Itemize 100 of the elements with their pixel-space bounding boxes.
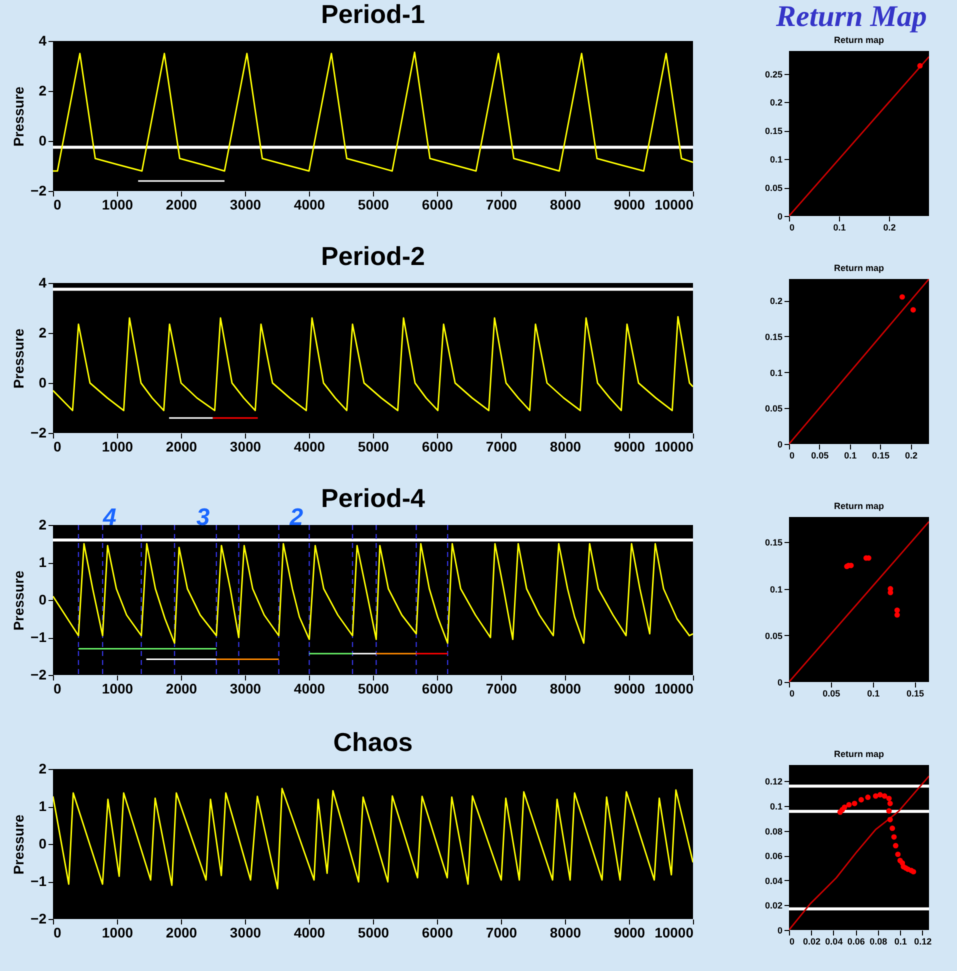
x-tick-label: 3000 xyxy=(230,680,262,696)
x-tick-label: 10000 xyxy=(654,924,694,940)
x-tick-label: 1000 xyxy=(102,680,134,696)
x-tick-label: 9000 xyxy=(614,924,646,940)
x-tick-label: 7000 xyxy=(486,924,518,940)
x-tick-label: 6000 xyxy=(422,196,454,212)
x-tick-label: 0 xyxy=(790,936,795,946)
x-tick-label: 7000 xyxy=(486,438,518,454)
x-tick-label: 10000 xyxy=(654,438,694,454)
point xyxy=(882,793,888,799)
x-tick-label: 5000 xyxy=(358,438,390,454)
chart-title: Period-1 xyxy=(320,0,426,29)
y-tick-label: 0.02 xyxy=(764,900,782,911)
y-tick-label: 0.06 xyxy=(764,851,782,862)
y-tick-label: 2 xyxy=(38,516,47,532)
y-tick-label: 0 xyxy=(38,374,47,390)
x-tick-label: 9000 xyxy=(614,680,646,696)
x-tick-label: 3000 xyxy=(230,438,262,454)
x-tick-label: 7000 xyxy=(486,196,518,212)
x-tick-label: 1000 xyxy=(102,196,134,212)
x-tick-label: 6000 xyxy=(422,924,454,940)
y-tick-label: 1 xyxy=(38,798,47,814)
y-tick-label: 4 xyxy=(38,32,47,48)
x-tick-label: 5000 xyxy=(358,680,390,696)
line-series xyxy=(53,52,693,172)
x-tick-label: 3000 xyxy=(230,924,262,940)
y-tick-label: 0.1 xyxy=(770,154,782,165)
line-series xyxy=(53,543,693,644)
y-axis-title: Pressure xyxy=(10,328,27,388)
point xyxy=(887,800,893,806)
point xyxy=(852,800,858,806)
y-tick-label: 0.1 xyxy=(770,368,782,378)
y-tick-label: 0.15 xyxy=(764,332,782,342)
x-tick-label: 0.15 xyxy=(872,450,890,460)
point xyxy=(890,826,896,832)
point xyxy=(910,868,916,874)
x-tick-label: 6000 xyxy=(422,438,454,454)
x-tick-label: 0.05 xyxy=(811,450,829,460)
x-tick-label: 2000 xyxy=(166,196,198,212)
y-tick-label: −1 xyxy=(30,873,47,889)
chart-title: Return map xyxy=(834,749,884,759)
y-tick-label: −2 xyxy=(30,424,47,440)
x-tick-label: 8000 xyxy=(550,680,582,696)
x-tick-label: 4000 xyxy=(294,438,326,454)
x-tick-label: 1000 xyxy=(102,438,134,454)
y-tick-label: 4 xyxy=(38,274,47,290)
x-tick-label: 0.08 xyxy=(870,936,888,946)
chart-title: Return map xyxy=(834,35,884,45)
x-tick-label: 0.1 xyxy=(867,688,880,698)
point xyxy=(842,804,848,810)
x-tick-label: 8000 xyxy=(550,438,582,454)
y-tick-label: 0.25 xyxy=(764,69,782,80)
annotation: 3 xyxy=(196,504,210,532)
x-tick-label: 10000 xyxy=(654,680,694,696)
point xyxy=(891,834,897,840)
point xyxy=(887,816,893,822)
y-tick-label: −2 xyxy=(30,182,47,198)
annotation: 4 xyxy=(103,504,116,532)
y-tick-label: 0.05 xyxy=(764,630,782,641)
x-tick-label: 2000 xyxy=(166,438,198,454)
x-tick-label: 0 xyxy=(790,688,795,698)
y-tick-label: −2 xyxy=(30,666,47,682)
y-tick-label: 0 xyxy=(38,836,47,852)
x-tick-label: 4000 xyxy=(294,924,326,940)
x-tick-label: 0.1 xyxy=(844,450,857,460)
point xyxy=(892,842,898,848)
y-tick-label: 1 xyxy=(38,554,47,570)
chart-title: Chaos xyxy=(333,727,413,757)
x-tick-label: 9000 xyxy=(614,196,646,212)
x-tick-label: 0.02 xyxy=(802,936,820,946)
y-tick-label: 0.2 xyxy=(770,296,782,306)
y-tick-label: 2 xyxy=(38,324,47,340)
chart-title: Period-4 xyxy=(320,483,426,513)
y-tick-label: 0.12 xyxy=(764,776,782,787)
y-tick-label: −2 xyxy=(30,910,47,926)
x-tick-label: 8000 xyxy=(550,196,582,212)
y-tick-label: 0 xyxy=(777,212,782,222)
x-tick-label: 7000 xyxy=(486,680,518,696)
x-tick-label: 4000 xyxy=(294,680,326,696)
chart-title: Return map xyxy=(834,263,884,273)
x-tick-label: 0.1 xyxy=(833,222,846,232)
x-tick-label: 5000 xyxy=(358,924,390,940)
x-tick-label: 3000 xyxy=(230,196,262,212)
annotation: 2 xyxy=(290,504,304,532)
x-tick-label: 0.06 xyxy=(847,936,865,946)
y-tick-label: 0.1 xyxy=(770,801,782,812)
y-tick-label: 0.15 xyxy=(764,126,782,136)
text: Return Map xyxy=(776,0,927,33)
chart-title: Period-2 xyxy=(320,241,426,271)
point xyxy=(846,802,852,808)
point xyxy=(877,792,883,798)
x-tick-label: 0.05 xyxy=(822,688,840,698)
point xyxy=(886,808,892,814)
chart-title: Return map xyxy=(834,501,884,511)
line-series xyxy=(53,316,693,412)
y-axis-title: Pressure xyxy=(10,814,27,874)
y-tick-label: 0.08 xyxy=(764,826,782,836)
y-tick-label: 0.05 xyxy=(764,183,782,194)
x-tick-label: 0.04 xyxy=(825,936,843,946)
x-tick-label: 0.12 xyxy=(914,936,932,946)
